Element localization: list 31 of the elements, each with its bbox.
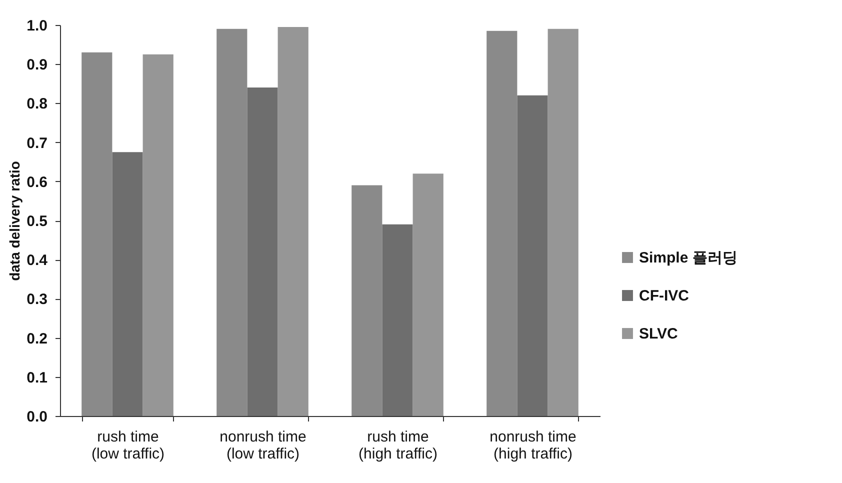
y-tick-label: 0.3 (26, 291, 48, 308)
y-tick-label: 0.1 (26, 369, 48, 386)
x-tick-label: rush time (high traffic) (358, 428, 438, 462)
y-tick-label: 1.0 (26, 18, 48, 34)
legend-label: SLVC (639, 326, 678, 342)
bar (486, 30, 518, 416)
x-tick-label: rush time (low traffic) (91, 428, 165, 462)
y-axis-title: data delivery ratio (6, 161, 23, 281)
bar (278, 26, 308, 416)
bar (548, 28, 578, 416)
y-tick-label: 0.9 (26, 56, 48, 74)
bar (82, 52, 112, 416)
y-tick-label: 0.6 (26, 174, 48, 191)
y-tick-label: 0.0 (26, 408, 48, 426)
bar (216, 28, 248, 416)
bar (352, 185, 382, 416)
y-tick-label: 0.7 (26, 134, 48, 152)
bar (517, 95, 548, 416)
bar (247, 88, 278, 416)
legend-label: CF-IVC (639, 288, 690, 304)
y-tick-label: 0.2 (26, 330, 48, 348)
legend-label: Simple 플러딩 (639, 250, 738, 266)
bar (382, 224, 413, 416)
y-tick-label: 0.8 (26, 96, 48, 113)
x-tick-label: nonrush time (high traffic) (490, 428, 576, 462)
x-tick-label: nonrush time (low traffic) (220, 428, 306, 462)
y-tick-label: 0.4 (26, 252, 48, 270)
bar (112, 152, 143, 416)
y-tick-label: 0.5 (26, 213, 48, 230)
bar (142, 54, 174, 416)
bar (412, 174, 444, 416)
